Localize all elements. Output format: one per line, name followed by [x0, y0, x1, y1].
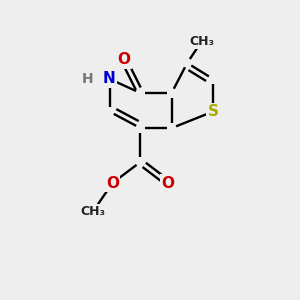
- Text: O: O: [117, 52, 130, 68]
- Text: S: S: [208, 104, 218, 119]
- Text: N: N: [103, 71, 116, 86]
- Text: H: H: [82, 72, 94, 86]
- Text: O: O: [161, 176, 175, 190]
- Text: CH₃: CH₃: [80, 205, 106, 218]
- Text: O: O: [106, 176, 119, 190]
- Text: CH₃: CH₃: [189, 35, 214, 48]
